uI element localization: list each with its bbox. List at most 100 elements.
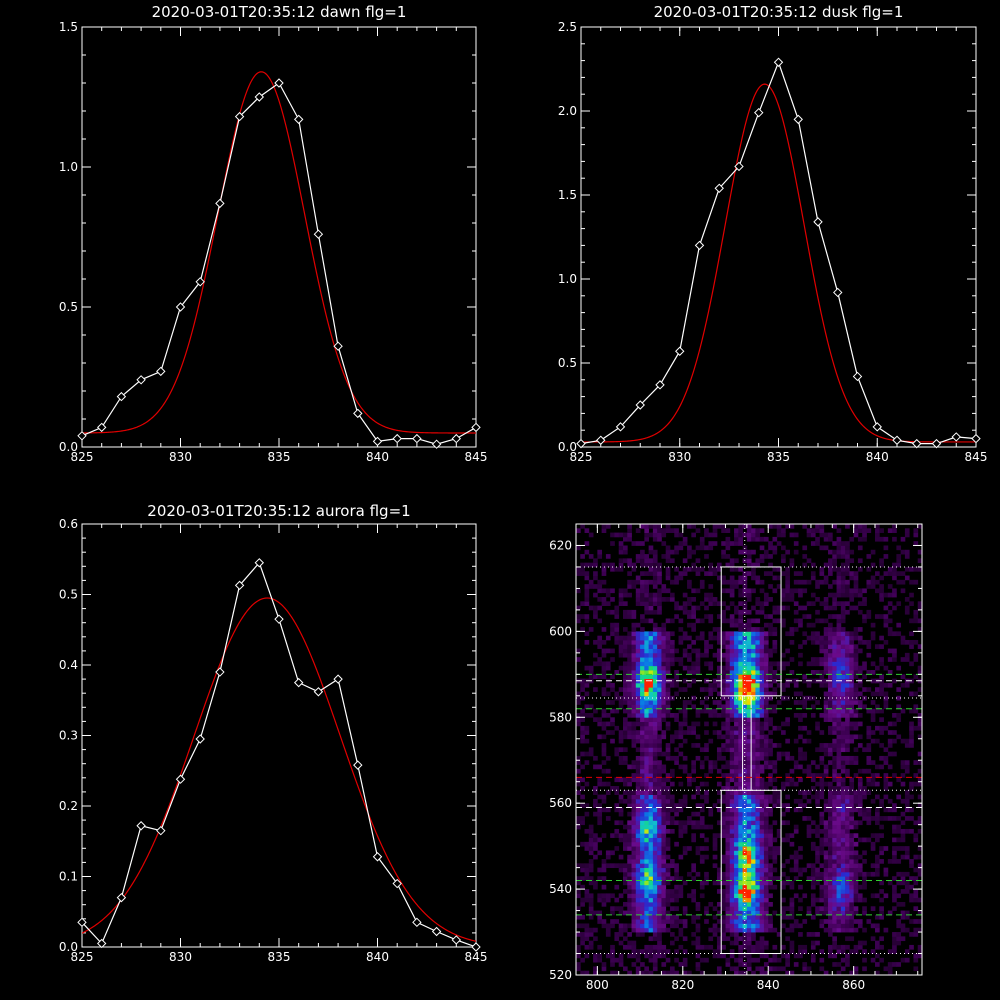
heatmap-cell [785, 906, 790, 911]
heatmap-cell [828, 837, 833, 843]
heatmap-cell [892, 807, 897, 813]
heatmap-cell [738, 807, 743, 813]
heatmap-cell [866, 644, 872, 649]
heatmap-cell [840, 863, 846, 869]
heatmap-cell [729, 803, 735, 808]
heatmap-cell [857, 524, 863, 529]
heatmap-cell [875, 725, 880, 731]
heatmap-cell [742, 622, 748, 628]
heatmap-cell [729, 897, 735, 903]
heatmap-cell [772, 944, 778, 950]
heatmap-cell [819, 657, 825, 662]
heatmap-cell [657, 644, 662, 649]
heatmap-cell [849, 605, 855, 611]
heatmap-cell [742, 721, 748, 727]
heatmap-cell [785, 549, 790, 555]
heatmap-cell [644, 820, 650, 826]
heatmap-cell [584, 584, 590, 589]
heatmap-cell [610, 863, 615, 869]
heatmap-cell [576, 605, 581, 611]
heatmap-cell [768, 584, 773, 589]
heatmap-cell [708, 807, 714, 813]
heatmap-cell [883, 639, 889, 645]
x-tick-label: 835 [268, 950, 291, 964]
heatmap-cell [853, 966, 859, 972]
heatmap-cell [849, 880, 855, 886]
heatmap-cell [768, 794, 773, 800]
heatmap-cell [674, 549, 679, 555]
heatmap-cell [849, 786, 855, 791]
heatmap-cell [887, 816, 893, 821]
heatmap-cell [832, 940, 837, 946]
heatmap-cell [640, 682, 645, 688]
heatmap-cell [657, 846, 662, 851]
heatmap-cell [742, 871, 748, 877]
heatmap-cell [870, 730, 876, 735]
heatmap-cell [759, 558, 765, 564]
heatmap-cell [708, 618, 714, 624]
heatmap-cell [734, 743, 739, 748]
heatmap-cell [635, 597, 641, 602]
heatmap-cell [614, 566, 620, 572]
heatmap-cell [746, 940, 752, 946]
heatmap-cell [674, 923, 679, 929]
heatmap-cell [849, 657, 855, 662]
heatmap-cell [674, 807, 679, 813]
heatmap-cell [631, 859, 637, 864]
heatmap-cell [716, 700, 722, 705]
heatmap-cell [772, 927, 778, 933]
heatmap-cell [584, 863, 590, 869]
heatmap-cell [785, 953, 790, 959]
heatmap-cell [644, 644, 650, 649]
heatmap-cell [746, 901, 752, 907]
heatmap-cell [627, 687, 632, 692]
heatmap-cell [738, 871, 743, 877]
heatmap-cell [734, 764, 739, 770]
heatmap-cell [879, 850, 884, 856]
heatmap-cell [755, 966, 761, 972]
heatmap-cell [712, 760, 718, 765]
heatmap-cell [610, 657, 615, 662]
heatmap-cell [665, 798, 671, 804]
heatmap-cell [840, 803, 846, 808]
heatmap-cell [665, 889, 671, 894]
heatmap-cell [669, 652, 675, 658]
heatmap-cell [832, 579, 837, 585]
heatmap-cell [836, 751, 842, 757]
heatmap-cell [862, 876, 867, 881]
heatmap-cell [704, 747, 709, 753]
heatmap-cell [823, 579, 829, 585]
heatmap-cell [845, 648, 850, 654]
heatmap-cell [661, 807, 667, 813]
heatmap-cell [657, 725, 662, 731]
heatmap-cell [678, 962, 684, 967]
heatmap-cell [913, 880, 919, 886]
heatmap-cell [610, 919, 615, 924]
heatmap-cell [622, 798, 628, 804]
heatmap-cell [661, 854, 667, 860]
heatmap-cell [631, 725, 637, 731]
heatmap-cell [763, 751, 769, 757]
heatmap-cell [644, 949, 650, 954]
heatmap-cell [849, 794, 855, 800]
heatmap-cell [768, 695, 773, 701]
heatmap-cell [763, 536, 769, 542]
heatmap-cell [751, 549, 756, 555]
heatmap-cell [746, 571, 752, 576]
heatmap-cell [836, 807, 842, 813]
heatmap-cell [768, 682, 773, 688]
heatmap-cell [640, 833, 645, 838]
heatmap-cell [823, 893, 829, 899]
heatmap-cell [815, 876, 820, 881]
heatmap-cell [708, 661, 714, 667]
heatmap-cell [763, 798, 769, 804]
heatmap-cell [704, 837, 709, 843]
heatmap-cell [832, 828, 837, 834]
heatmap-cell [588, 747, 594, 753]
heatmap-cell [832, 558, 837, 564]
heatmap-cell [810, 773, 816, 778]
heatmap-cell [857, 601, 863, 607]
heatmap-cell [635, 687, 641, 692]
heatmap-cell [691, 609, 696, 615]
heatmap-cell [768, 876, 773, 881]
